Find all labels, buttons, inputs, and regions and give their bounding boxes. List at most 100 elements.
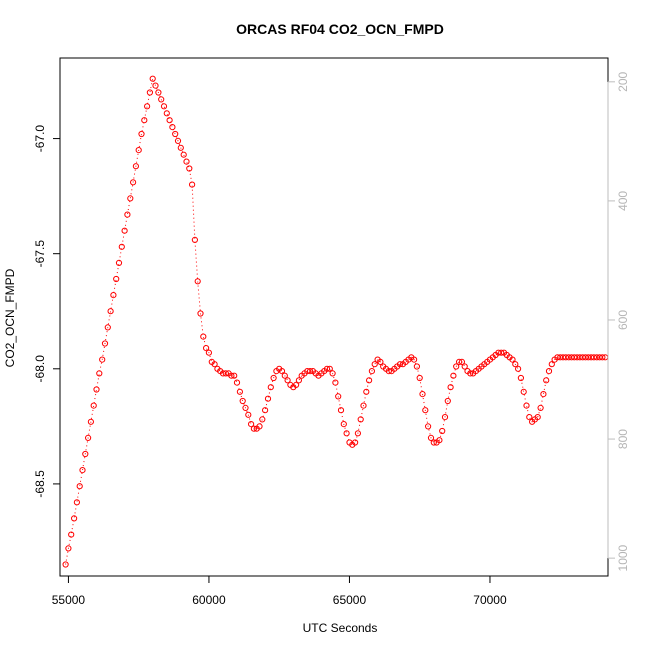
data-point xyxy=(144,103,151,110)
data-point xyxy=(242,404,249,411)
data-point xyxy=(512,361,519,368)
data-point xyxy=(262,407,269,414)
primary-series-line xyxy=(65,76,606,565)
data-point xyxy=(155,89,162,96)
data-point xyxy=(93,386,100,393)
data-point xyxy=(337,407,345,414)
data-point xyxy=(132,163,139,170)
data-point xyxy=(172,130,179,138)
data-point xyxy=(239,397,246,405)
y-axis: -67.0 -67.5 -68.0 -68.5 xyxy=(33,125,61,498)
data-point xyxy=(248,421,255,428)
data-point xyxy=(548,361,555,368)
data-point xyxy=(447,384,454,391)
data-point xyxy=(385,368,392,375)
x-tick-label: 55000 xyxy=(52,593,86,607)
data-point xyxy=(456,358,463,365)
data-point xyxy=(366,377,373,384)
data-point xyxy=(461,363,468,370)
x-tick-label: 60000 xyxy=(192,593,226,607)
data-point xyxy=(169,124,176,131)
data-point xyxy=(203,345,210,352)
data-point xyxy=(189,181,196,188)
data-point xyxy=(127,195,134,202)
y-tick-label: -68.0 xyxy=(33,355,47,383)
data-point xyxy=(509,356,516,363)
data-point xyxy=(163,110,170,117)
y-tick-label: -67.5 xyxy=(33,240,47,268)
data-point xyxy=(200,333,207,340)
data-point xyxy=(450,372,457,379)
data-point xyxy=(534,414,541,421)
right-tick-label: 1000 xyxy=(616,544,630,571)
data-point xyxy=(236,388,243,395)
data-point xyxy=(205,349,212,356)
data-point xyxy=(233,379,241,386)
data-point xyxy=(411,356,418,363)
data-point xyxy=(90,402,97,409)
data-point xyxy=(436,437,443,444)
data-point xyxy=(326,365,333,372)
data-point xyxy=(467,370,474,377)
data-point xyxy=(360,402,367,409)
data-point xyxy=(307,368,314,375)
data-point xyxy=(245,411,252,418)
data-point xyxy=(284,377,291,384)
data-point xyxy=(87,418,95,425)
data-point xyxy=(183,158,190,165)
data-point xyxy=(264,395,272,402)
data-point xyxy=(425,423,432,430)
data-point xyxy=(113,275,120,283)
data-point xyxy=(130,179,137,186)
x-axis-label: UTC Seconds xyxy=(303,621,378,635)
y-tick-label: -67.0 xyxy=(33,125,47,153)
data-point xyxy=(419,391,426,398)
data-point xyxy=(281,372,288,379)
data-point xyxy=(76,483,83,490)
data-point xyxy=(543,377,550,384)
data-point xyxy=(545,368,553,375)
data-point xyxy=(191,236,198,243)
y-tick-label: -68.5 xyxy=(33,470,47,498)
data-point xyxy=(211,361,218,368)
data-point xyxy=(270,374,277,382)
data-point xyxy=(458,358,465,365)
data-point xyxy=(118,243,125,250)
data-point xyxy=(250,425,257,432)
data-point xyxy=(444,397,451,405)
data-point xyxy=(96,370,103,377)
data-point xyxy=(107,308,114,315)
data-point xyxy=(599,354,606,361)
data-point xyxy=(329,370,336,377)
data-point xyxy=(68,531,75,538)
data-point xyxy=(537,404,544,411)
data-point xyxy=(441,414,449,421)
data-point xyxy=(517,374,525,382)
data-point xyxy=(158,96,165,103)
data-point xyxy=(430,439,437,446)
data-point xyxy=(99,356,106,363)
data-point xyxy=(343,430,350,437)
x-tick-label: 65000 xyxy=(333,593,367,607)
right-axis: 200 400 600 800 1000 xyxy=(607,71,630,571)
data-point xyxy=(267,384,274,391)
data-point xyxy=(332,379,339,386)
data-point xyxy=(180,151,187,158)
chart-title: ORCAS RF04 CO2_OCN_FMPD xyxy=(236,21,444,37)
data-point xyxy=(368,368,375,375)
data-point xyxy=(82,450,89,458)
data-point xyxy=(377,358,384,365)
data-point xyxy=(101,340,109,347)
data-point xyxy=(352,439,359,446)
data-point xyxy=(73,499,81,506)
data-point xyxy=(62,561,69,568)
data-point xyxy=(520,388,527,395)
data-point xyxy=(121,227,128,234)
data-point xyxy=(439,427,446,435)
data-point xyxy=(138,130,145,138)
data-point xyxy=(416,374,423,382)
data-point xyxy=(146,89,153,96)
y-axis-label: CO2_OCN_FMPD xyxy=(3,268,17,367)
